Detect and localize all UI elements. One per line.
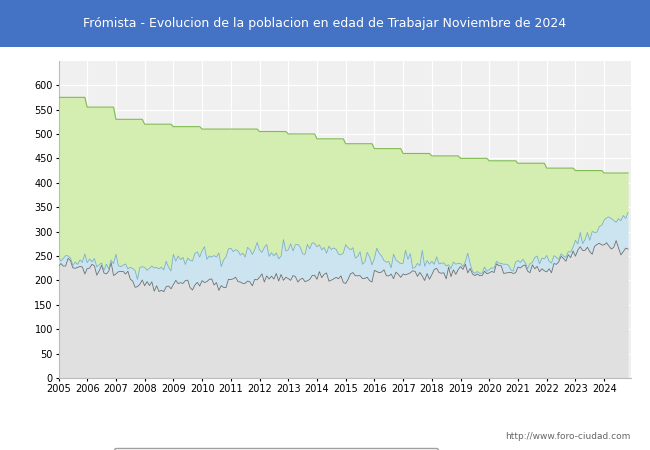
Legend: Ocupados, Parados, Hab. entre 16-64: Ocupados, Parados, Hab. entre 16-64: [114, 448, 438, 450]
Text: Frómista - Evolucion de la poblacion en edad de Trabajar Noviembre de 2024: Frómista - Evolucion de la poblacion en …: [83, 17, 567, 30]
Text: http://www.foro-ciudad.com: http://www.foro-ciudad.com: [505, 432, 630, 441]
